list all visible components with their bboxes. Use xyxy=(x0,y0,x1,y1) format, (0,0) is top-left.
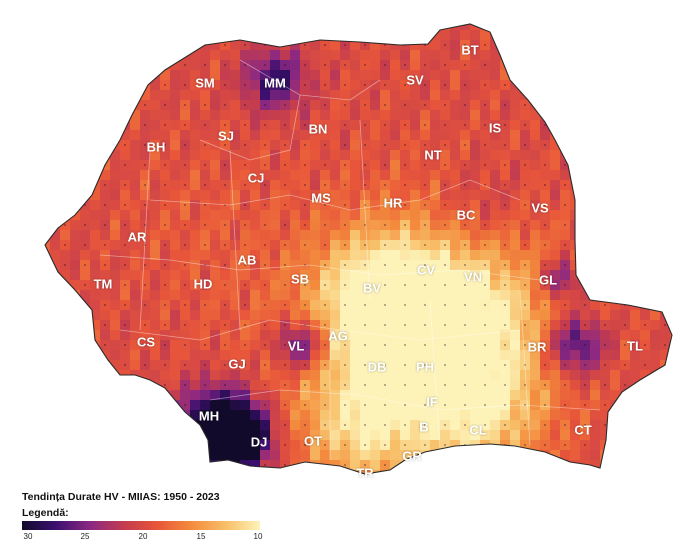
county-label-hr: HR xyxy=(383,195,403,211)
county-label-ct: CT xyxy=(574,422,592,438)
county-label-cs: CS xyxy=(136,334,156,350)
county-label-sv: SV xyxy=(406,72,424,88)
county-label-sj: SJ xyxy=(218,128,234,144)
legend-tick-15: 15 xyxy=(196,532,206,541)
map-title: Tendința Durate HV - MIIAS: 1950 - 2023 xyxy=(22,491,220,503)
county-label-sm: SM xyxy=(195,75,215,91)
county-label-gl: GL xyxy=(538,272,558,288)
county-label-ar: AR xyxy=(127,229,147,245)
county-label-cl: CL xyxy=(469,422,487,438)
county-label-ot: OT xyxy=(303,433,323,449)
county-label-vl: VL xyxy=(287,338,305,354)
county-label-nt: NT xyxy=(424,147,442,163)
county-label-if: IF xyxy=(426,394,438,410)
county-label-ab: AB xyxy=(237,252,257,268)
legend-tick-30: 30 xyxy=(23,532,33,541)
legend-label: Legendă: xyxy=(22,507,69,519)
county-label-ms: MS xyxy=(311,190,331,206)
county-label-mh: MH xyxy=(198,408,220,424)
county-label-cj: CJ xyxy=(247,170,265,186)
county-label-ph: PH xyxy=(415,359,435,375)
county-label-b: B xyxy=(419,419,429,435)
county-label-hd: HD xyxy=(193,276,213,292)
county-label-bc: BC xyxy=(456,207,476,223)
county-label-bv: BV xyxy=(362,280,382,296)
legend-tick-10: 10 xyxy=(253,532,263,541)
county-label-vn: VN xyxy=(463,269,483,285)
county-label-br: BR xyxy=(527,339,547,355)
county-label-is: IS xyxy=(488,120,502,136)
heat-cells xyxy=(45,24,672,474)
county-label-ag: AG xyxy=(328,328,348,344)
county-label-bh: BH xyxy=(146,139,166,155)
county-borders xyxy=(99,59,601,460)
county-label-tl: TL xyxy=(627,338,643,354)
county-label-db: DB xyxy=(367,359,387,375)
county-label-cv: CV xyxy=(416,262,436,278)
county-label-dj: DJ xyxy=(250,434,268,450)
county-label-gr: GR xyxy=(402,448,422,464)
county-label-mm: MM xyxy=(264,75,286,91)
legend-tick-25: 25 xyxy=(80,532,90,541)
county-label-tm: TM xyxy=(93,276,113,292)
county-label-sb: SB xyxy=(290,271,310,287)
county-label-bn: BN xyxy=(308,121,328,137)
county-label-tr: TR xyxy=(356,465,374,481)
county-label-bt: BT xyxy=(461,42,479,58)
county-label-vs: VS xyxy=(531,200,549,216)
legend-tick-20: 20 xyxy=(138,532,148,541)
legend-color-bar xyxy=(22,521,260,530)
county-label-gj: GJ xyxy=(228,356,246,372)
